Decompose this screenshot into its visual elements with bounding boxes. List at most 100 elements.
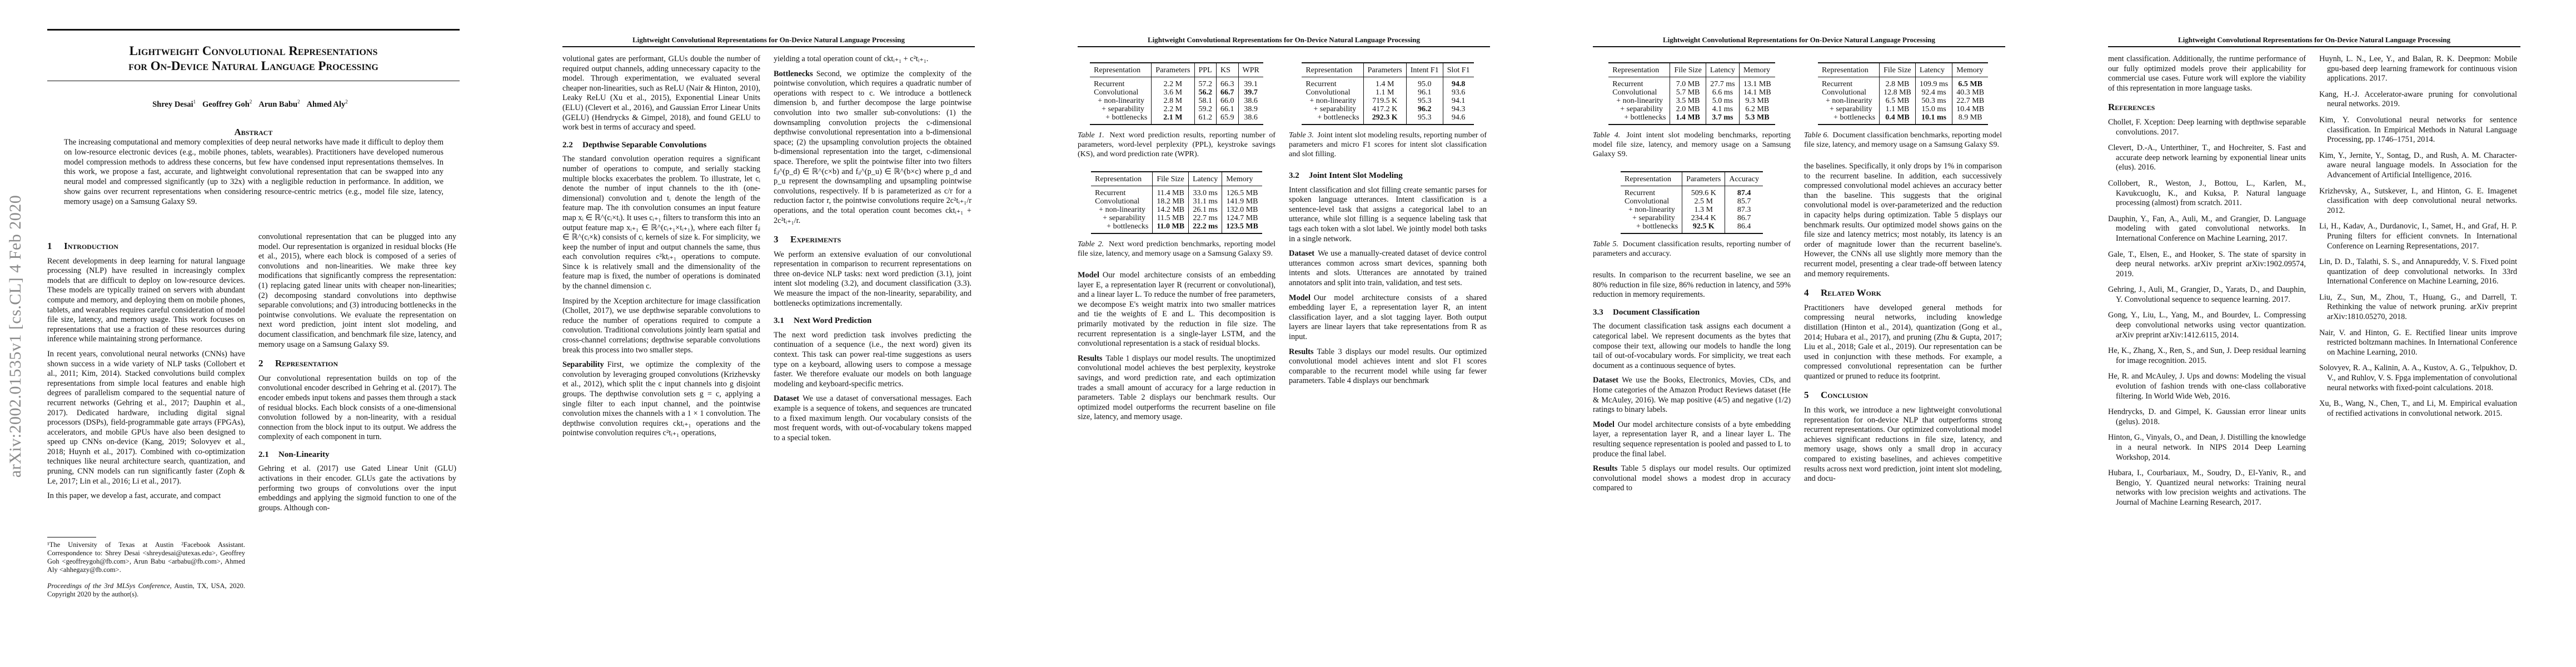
table-caption: Table 5. Document classification results… — [1593, 240, 1791, 258]
paragraph-lead: Dataset — [774, 394, 800, 404]
row-label: + bottlenecks — [1833, 113, 1876, 122]
section-number: 1 — [47, 241, 52, 251]
table-cell: 59.2 — [1194, 105, 1217, 113]
table-cell: 5.3 MB — [1738, 113, 1775, 125]
table-row: + separability 1.1 MB 15.0 ms 10.4 MB — [1818, 105, 1989, 113]
table-cell: 4.1 ms — [1705, 105, 1740, 113]
paragraph: Results Table 1 displays our model result… — [1078, 354, 1275, 422]
left-column: volutional gates are performant, GLUs do… — [562, 54, 760, 444]
table-row: + non-linearity 14.2 MB 26.1 ms 132.0 MB — [1091, 206, 1262, 214]
table-cell: 2.1 M — [1151, 113, 1194, 125]
table-cell: 719.5 K — [1363, 97, 1407, 105]
table-cell: 6.2 MB — [1738, 105, 1775, 113]
section-heading: 5 Conclusion — [1804, 390, 2002, 400]
row-label: Recurrent — [1625, 189, 1656, 197]
paragraph: the baselines. Specifically, it only dro… — [1804, 162, 2002, 279]
row-label: Convolutional — [1821, 88, 1867, 97]
reference-entry: Gong, Y., Liu, L., Yang, M., and Bourdev… — [2108, 311, 2306, 340]
table-cell: 5.7 MB — [1670, 88, 1706, 97]
paragraph: Results Table 3 displays our model result… — [1289, 347, 1487, 386]
table-row: Convolutional 3.6 M 56.2 66.7 39.7 — [1090, 88, 1263, 97]
author-name: Shrey Desai — [152, 99, 193, 109]
table-row: + bottlenecks 1.4 MB 3.7 ms 5.3 MB — [1608, 113, 1775, 125]
page-5: Lightweight Convolutional Representation… — [2061, 0, 2576, 667]
column-header: Memory — [1738, 63, 1775, 77]
paragraph: convolutional representation that can be… — [258, 232, 456, 350]
paragraph-lead: Model — [1289, 293, 1311, 302]
paragraph: The standard convolution operation requi… — [562, 155, 760, 291]
author-affiliation: 2 — [297, 99, 300, 104]
paragraph: Intent classification and slot filling c… — [1289, 186, 1487, 245]
row-label: + bottlenecks — [1105, 113, 1148, 122]
author-affiliation: 2 — [249, 99, 252, 104]
column-header: Representation — [1090, 63, 1152, 77]
table-cell: 5.0 ms — [1705, 97, 1740, 105]
subsection-heading: 2.1 Non-Linearity — [258, 450, 456, 460]
paragraph-text: the baselines. Specifically, it only dro… — [1804, 162, 2002, 278]
section-heading: 3 Experiments — [774, 235, 971, 245]
table-cell: 3.6 M — [1151, 88, 1194, 97]
caption-text: Document classification results, reporti… — [1593, 240, 1791, 258]
column-header: Slot F1 — [1442, 63, 1474, 77]
table-cell: 1.4 M — [1363, 77, 1407, 88]
table-row: + bottlenecks 0.4 MB 10.1 ms 8.9 MB — [1818, 113, 1989, 125]
paragraph-text: The next word prediction task involves p… — [774, 330, 971, 389]
author-name: Ahmed Aly — [306, 99, 346, 109]
paragraph-text: We use the Books, Electronics, Movies, C… — [1593, 376, 1791, 415]
section-title: Conclusion — [1821, 390, 1868, 401]
running-header: Lightweight Convolutional Representation… — [1078, 36, 1490, 47]
section-heading: 2 Representation — [258, 359, 456, 369]
table-cell: 292.3 K — [1363, 113, 1407, 125]
results-table-t5: Representation Parameters Accuracy Recurren… — [1621, 171, 1763, 234]
table-cell: 2.2 M — [1151, 105, 1194, 113]
paragraph-text: First, we optimize the complexity of the… — [562, 360, 760, 438]
paragraph-text: Our model architecture consists of an em… — [1078, 271, 1275, 349]
table-caption: Table 4. Joint intent slot modeling benc… — [1593, 131, 1791, 159]
table-cell: 14.2 MB — [1152, 206, 1189, 214]
table-caption: Table 6. Document classification benchma… — [1804, 131, 2002, 150]
paragraph: ment classification. Additionally, the r… — [2108, 54, 2306, 93]
table-cell: 22.2 ms — [1188, 222, 1222, 233]
paragraph: Model Our model architecture consists of … — [1289, 293, 1487, 342]
right-column: convolutional representation that can be… — [258, 232, 456, 518]
table-cell: 9.3 MB — [1738, 97, 1775, 105]
results-table-t2: Representation File Size Latency Memory Recu… — [1091, 171, 1262, 234]
caption-text: Next word prediction results, reporting … — [1078, 131, 1276, 158]
table-cell: 1.4 MB — [1670, 113, 1706, 125]
table-cell: 94.6 — [1442, 113, 1474, 125]
subsection-heading: 2.2 Depthwise Separable Convolutions — [562, 141, 760, 151]
table-cell: 2.0 MB — [1670, 105, 1706, 113]
column-header: Representation — [1817, 63, 1880, 77]
table-row: + bottlenecks 11.0 MB 22.2 ms 123.5 MB — [1091, 222, 1262, 233]
results-table-t1: Representation Parameters PPL KS WPR Recurren… — [1090, 62, 1263, 125]
caption-label: Table 3. — [1289, 131, 1314, 140]
column-header: Parameters — [1151, 63, 1194, 77]
table-cell: 141.9 MB — [1222, 197, 1262, 206]
row-label: Recurrent — [1306, 80, 1337, 88]
section-number: 2.1 — [258, 450, 269, 459]
paragraph-lead: Dataset — [1289, 249, 1315, 258]
caption-label: Table 6. — [1804, 131, 1829, 140]
section-title: Depthwise Separable Convolutions — [582, 140, 707, 150]
section-title: Representation — [275, 358, 338, 369]
table-cell: 18.2 MB — [1152, 197, 1189, 206]
paragraph-text: Our convolutional representation builds … — [258, 374, 456, 442]
table-header-row: Representation File Size Latency Memory — [1817, 63, 1989, 77]
row-label: + bottlenecks — [1107, 222, 1149, 231]
section-title: Non-Linearity — [278, 450, 330, 459]
reference-entry: Kim, Y. Convolutional neural networks fo… — [2319, 115, 2517, 145]
row-label: Convolutional — [1306, 88, 1351, 97]
table-cell: 509.6 K — [1682, 186, 1725, 197]
table-row: + separability 2.2 M 59.2 66.1 38.9 — [1090, 105, 1263, 113]
paragraph-text: In this work, we introduce a new lightwe… — [1804, 406, 2002, 484]
paragraph-text: Intent classification and slot filling c… — [1289, 185, 1487, 243]
paragraph: In this paper, we develop a fast, accura… — [47, 491, 245, 501]
row-label: + non-linearity — [1825, 97, 1872, 105]
paragraph: Bottlenecks Second, we optimize the compl… — [774, 69, 971, 226]
paragraph-text: Practitioners have developed general met… — [1804, 303, 2002, 381]
reference-entry: Solovyev, R. A., Kalinin, A. A., Kustov,… — [2319, 364, 2517, 392]
arxiv-identifier[interactable]: arXiv:2002.01535v1 [cs.CL] 4 Feb 2020 — [6, 195, 24, 478]
paragraph-lead: Results — [1289, 347, 1314, 356]
paragraph: Our convolutional representation builds … — [258, 374, 456, 442]
column-header: KS — [1216, 63, 1238, 77]
